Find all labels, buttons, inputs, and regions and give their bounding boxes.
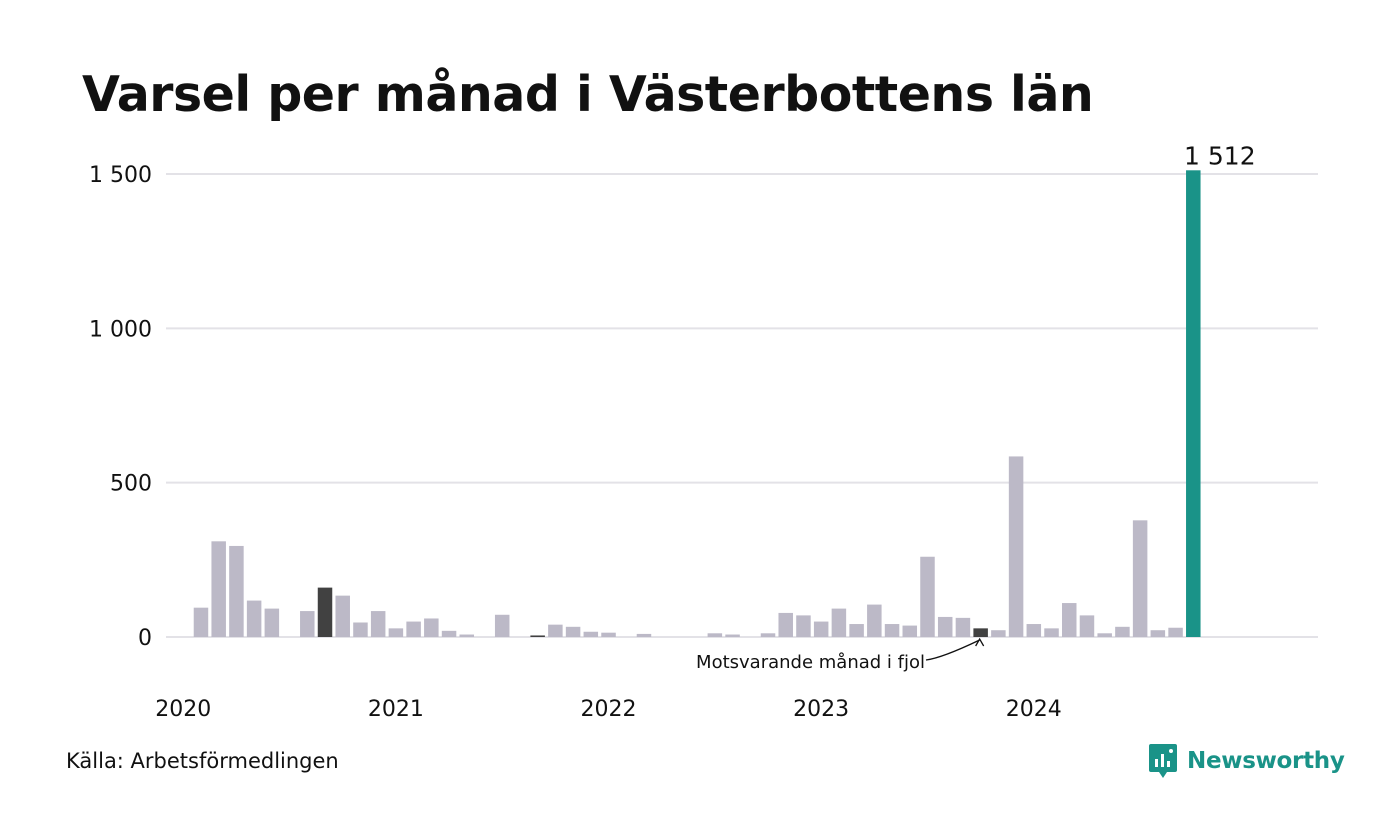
source-note: Källa: Arbetsförmedlingen [66,749,339,773]
x-tick-label: 2023 [793,697,849,722]
bar [1168,627,1183,637]
bar [1186,170,1201,637]
bar [707,633,723,637]
bar [991,630,1006,637]
bar [1008,456,1024,637]
y-tick-label: 0 [138,626,152,651]
chart-title: Varsel per månad i Västerbottens län [82,66,1094,123]
bar [1044,628,1059,637]
bar [424,618,439,637]
bar [1079,615,1095,637]
bar [937,616,953,637]
newsworthy-logo-icon [1149,744,1177,778]
bar [831,608,847,637]
bar [353,622,368,637]
bar [388,628,404,637]
x-tick-label: 2020 [155,697,211,722]
bar [530,635,545,637]
bar [1097,633,1112,637]
bar [813,621,829,637]
x-tick-label: 2021 [368,697,424,722]
bar [1026,624,1042,637]
x-tick-label: 2022 [581,697,637,722]
brand: Newsworthy [1148,742,1345,780]
bar [565,626,581,637]
bar [583,631,599,637]
annotation: Motsvarande månad i fjol [696,637,985,673]
bar [211,541,226,637]
bar [796,615,811,637]
bar [300,611,315,637]
bar [335,595,350,637]
bars [193,170,1201,637]
y-tick-label: 500 [110,472,152,497]
bar [264,608,280,637]
bar [778,612,793,637]
annotation-arrowhead [975,637,985,647]
bar [867,604,882,637]
bar [370,611,386,637]
bar [884,624,900,637]
bar [441,630,457,637]
bar [849,624,864,637]
bar [229,545,244,637]
bar [636,633,652,637]
highlight-value-label: 1 512 [1184,141,1256,170]
bar [459,634,475,637]
annotation-label: Motsvarande månad i fjol [696,652,925,673]
bar [1150,630,1166,637]
bar [1132,520,1148,637]
bar [1062,603,1077,637]
bar [760,633,776,637]
y-tick-label: 1 000 [89,317,152,342]
bar [193,607,209,637]
bar [725,634,740,637]
bar [317,587,333,637]
bar [494,614,510,637]
bar [246,600,262,637]
bar [973,628,988,637]
bar [920,556,935,637]
annotation-arrow [925,639,980,661]
y-tick-label: 1 500 [89,163,152,188]
bar [548,624,563,637]
bar [406,621,421,637]
value-labels: 1 512 [1184,141,1256,170]
bar [601,632,616,637]
bar [1115,626,1130,637]
bar [955,617,971,637]
brand-name: Newsworthy [1187,748,1345,774]
x-axis-ticks: 2020 2021 2022 2023 2024 [155,697,1062,722]
x-tick-label: 2024 [1006,697,1062,722]
bar [902,625,918,637]
y-axis-ticks: 0 500 1 000 1 500 [89,163,152,651]
